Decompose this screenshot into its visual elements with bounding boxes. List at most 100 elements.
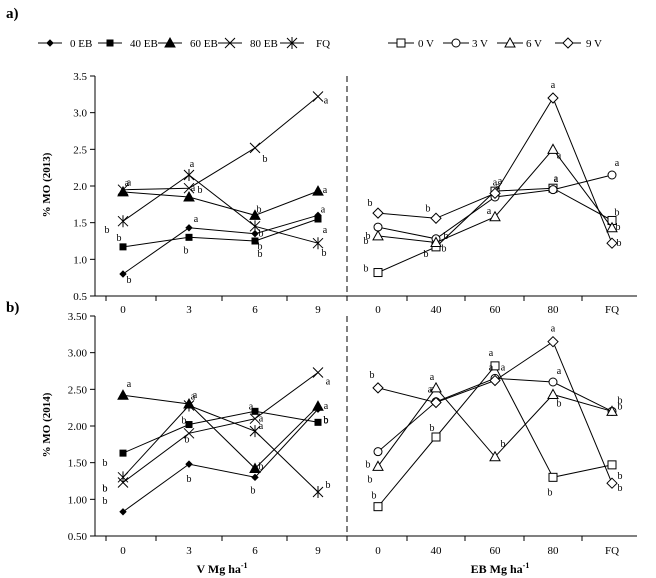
panel-b-left-series-40-eb-point (119, 449, 127, 457)
panel-a-left-series-80-eb-point-shape (312, 91, 324, 102)
panel-a-left-series-60-eb-point-shape (312, 185, 324, 196)
panel-b-right-series-9-v-letter: b (618, 483, 623, 494)
panel-b-left-series-40-eb-point (251, 407, 259, 415)
panel-b-left-series-40-eb-point-shape (119, 449, 127, 457)
panel-a-left-series-60-eb-point-shape (249, 209, 261, 220)
panel-b-right-series-0-v-letter: b (372, 491, 377, 502)
panel-a-right-series-9-v-point (606, 237, 618, 249)
legend-marker-40-eb-shape (106, 39, 114, 47)
panel-a-left-series-40-eb-point-shape (185, 233, 193, 241)
panel-a-right-series-6-v-point (606, 221, 618, 233)
panel-a-left-series-fq-point-shape (249, 220, 261, 233)
panel-a-y-tick-label: 3.5 (73, 71, 87, 83)
panel-a-left-series-0-eb-letter: b (127, 275, 132, 286)
panel-a-x-category-right: 80 (548, 304, 560, 316)
panel-b-right-series-9-v-point-shape (606, 477, 618, 489)
panel-b-left-series-80-eb-point-shape (312, 367, 324, 378)
legend-marker-0-v-shape (396, 38, 406, 48)
panel-a-right-series-6-v-point-shape (430, 236, 442, 247)
panel-b-left-series-60-eb-point (117, 389, 129, 400)
panel-a-y-tick-label: 1.0 (73, 254, 87, 266)
panel-a-right-series-9-v-point-shape (489, 187, 501, 200)
panel-a-left-series-40-eb-point-shape (119, 243, 127, 251)
panel-a-right-series-6-v-point (372, 229, 384, 241)
panel-a-x-category-left: 0 (120, 304, 126, 316)
panel-a-y-tick-label: 0.5 (73, 291, 87, 303)
legend-label-3-v: 3 V (472, 38, 488, 50)
panel-a-left-series-0-eb-letter: a (321, 204, 326, 215)
panel-b-right-series-0-v-point-shape (607, 460, 617, 470)
x-axis-title-right: EB Mg ha-1 (471, 561, 530, 576)
panel-a-x-category-right: 0 (375, 304, 381, 316)
panel-a-left-series-fq-point-shape (312, 237, 324, 250)
panel-a-x-category-left: 3 (186, 304, 192, 316)
panel-b-left-series-40-eb-point (314, 418, 322, 426)
panel-a-right-series-3-v-letter: b (366, 231, 371, 242)
panel-b-right-series-0-v-letter: b (430, 423, 435, 434)
panel-b-right-series-9-v-letter: b (370, 370, 375, 381)
legend-marker-60-eb (164, 36, 176, 48)
panel-b-right-series-6-v-letter: b (557, 398, 562, 409)
panel-a-left-series-80-eb-line (122, 96, 319, 191)
panel-a-left-series-60-eb-letter: a (191, 183, 196, 194)
panel-a-left-series-fq-line (122, 174, 319, 244)
panel-a-left-series-60-eb-point (117, 185, 129, 197)
panel-b-right-series-9-v-letter: a (489, 363, 494, 374)
panel-b-right-series-3-v-letter: a (501, 362, 506, 373)
panel-a-right-series-0-v-letter: b (424, 249, 429, 260)
panel-b-x-category-left: 3 (186, 545, 192, 557)
panel-b-left-series-80-eb-point (249, 413, 261, 425)
panel-b-left-series-60-eb-line (122, 394, 319, 470)
panel-b-right-series-6-v-point-shape (606, 405, 618, 416)
panel-b-right-series-9-v-point-shape (372, 382, 384, 394)
panel-a-left-series-40-eb-letter: b (184, 245, 189, 256)
panel-a-left-series-80-eb-point (249, 142, 261, 154)
panel-b-x-category-right: 60 (490, 545, 502, 557)
panel-a-right-series-6-v-point-shape (372, 229, 384, 241)
panel-a-right-series-6-v-point-shape (547, 143, 559, 154)
panel-b-label: b) (6, 300, 19, 316)
panel-a-left-series-40-eb-letter: a (323, 225, 328, 236)
panel-a-left-series-60-eb-line (122, 190, 319, 216)
panel-a-x-category-right: FQ (605, 304, 619, 316)
panel-b-right-series-3-v-line (377, 377, 613, 453)
panel-a-x-category-right: 40 (431, 304, 443, 316)
panel-b-x-category-left: 6 (252, 545, 258, 557)
panel-b-right-series-3-v-letter: b (366, 460, 371, 471)
panel-a-left-series-60-eb-letter: a (323, 185, 328, 196)
panel-b-left-series-60-eb-point-shape (312, 400, 324, 411)
panel-b-left-series-fq-point (312, 486, 324, 498)
panel-a-left-series-40-eb-point (119, 243, 127, 251)
panel-a-left-series-40-eb-point (314, 215, 322, 223)
panel-a-right-series-9-v-point (430, 212, 442, 224)
panel-b-right-series-0-v-point-shape (431, 432, 441, 442)
panel-b-right-series-0-v-line (377, 365, 613, 508)
panel-a-left-series-0-eb-point-shape (251, 229, 259, 238)
panel-b-right-series-0-v-point (490, 361, 500, 371)
panel-b-left-series-fq-point-shape (312, 486, 324, 498)
panel-b-left-series-fq-point (117, 471, 129, 484)
panel-b-right-series-3-v-point (548, 377, 558, 387)
panel-b-right-series-0-v-letter: b (618, 471, 623, 482)
panel-b-right-series-6-v-letter: b (368, 474, 373, 485)
panel-a-right-series-3-v-point-shape (548, 185, 558, 195)
panel-b-left-series-0-eb-letter: b (187, 474, 192, 485)
panel-b-left-series-fq-point (183, 399, 195, 412)
panel-a-right-series-3-v-letter: b (444, 231, 449, 242)
panel-a-right-series-6-v-letter: b (364, 236, 369, 247)
panel-a-left-series-80-eb-point (183, 182, 195, 194)
panel-a-left-series-fq-point-shape (117, 215, 129, 228)
panel-b-left-series-60-eb-letter: a (127, 379, 132, 390)
panel-a-y-tick-label: 2.5 (73, 144, 87, 156)
panel-b-left-series-60-eb-letter: b (259, 462, 264, 473)
panel-a-left-series-0-eb-point-shape (119, 270, 127, 278)
legend-label-60-eb: 60 EB (190, 38, 218, 50)
panel-b-right-series-9-v-point-shape (489, 374, 501, 387)
panel-b-left-series-0-eb-letter: b (103, 496, 108, 507)
panel-a-right-series-0-v-point (373, 268, 383, 278)
panel-b-left-series-fq-point (249, 425, 261, 438)
panel-b-right-series-9-v-point (547, 335, 559, 348)
panel-b-left-series-40-eb-point-shape (314, 418, 322, 426)
panel-b-left-series-0-eb-point-shape (251, 473, 259, 482)
panel-a-right-series-9-v-letter: b (617, 238, 622, 249)
